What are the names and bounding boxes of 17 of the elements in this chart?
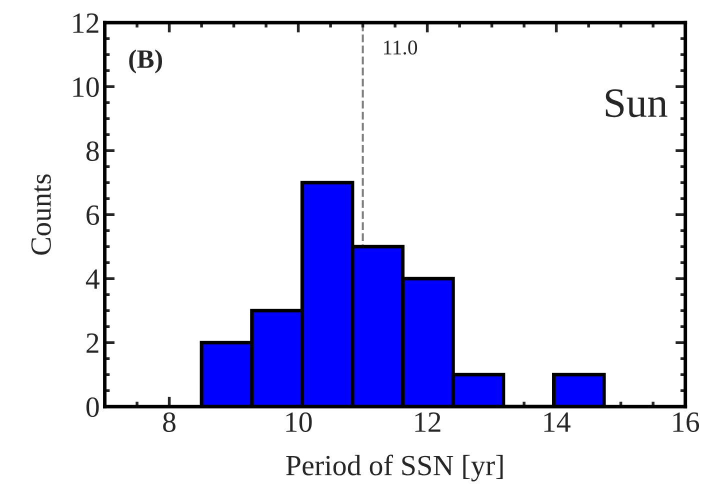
x-tick-label: 12 [415, 412, 440, 432]
x-tick-label: 16 [673, 412, 700, 432]
y-axis-title: Counts [31, 174, 51, 255]
x-tick-label: 14 [544, 412, 570, 432]
x-axis-title: Period of SSN [yr] [286, 454, 503, 482]
ref-line-label: 11.0 [384, 40, 418, 55]
annotation: Sun [606, 89, 668, 118]
y-tick-label: 12 [73, 13, 98, 33]
y-tick-label: 8 [86, 141, 99, 162]
y-tick-label: 6 [86, 205, 100, 226]
x-tick-label: 8 [163, 412, 176, 432]
y-tick-label: 0 [86, 397, 99, 418]
y-tick-label: 2 [86, 333, 98, 353]
y-tick-label: 4 [86, 270, 100, 289]
y-tick-label: 10 [73, 77, 99, 97]
x-tick-label: 10 [286, 412, 312, 432]
annotation: (B) [129, 49, 162, 74]
